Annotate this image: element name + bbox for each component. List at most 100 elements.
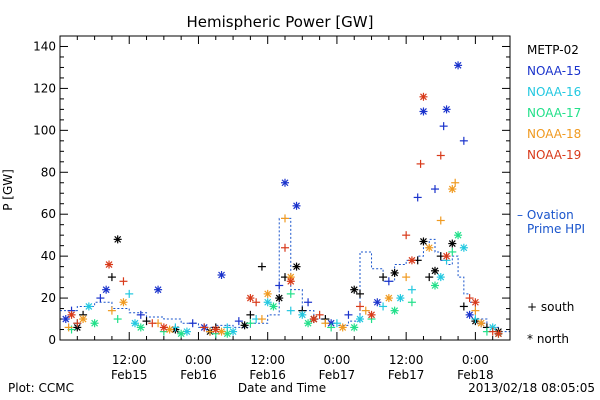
legend-item: NOAA-15 bbox=[527, 64, 581, 78]
south-point bbox=[356, 302, 364, 311]
x-tick-time: 12:00 bbox=[250, 353, 285, 367]
x-tick-time: 12:00 bbox=[112, 353, 147, 367]
y-tick-label: 40 bbox=[41, 249, 56, 263]
legend: METP-02 NOAA-15 NOAA-16 NOAA-17 NOAA-18 NOAA-… bbox=[517, 43, 585, 346]
north-point bbox=[298, 310, 307, 319]
north-point bbox=[240, 321, 249, 330]
south-point bbox=[431, 185, 439, 194]
north-point bbox=[390, 268, 399, 277]
x-axis-label: Date and Time bbox=[238, 381, 326, 395]
north-point bbox=[165, 325, 174, 334]
north-point bbox=[67, 310, 76, 319]
south-point bbox=[407, 285, 416, 294]
satellite-points bbox=[61, 61, 503, 338]
south-point bbox=[439, 122, 448, 131]
south-point bbox=[234, 317, 243, 326]
north-point bbox=[373, 298, 382, 307]
north-point bbox=[217, 271, 226, 280]
north-point bbox=[309, 315, 318, 324]
y-tick-label: 100 bbox=[33, 123, 56, 137]
model-hpi-line bbox=[60, 217, 511, 334]
south-point bbox=[459, 302, 468, 311]
y-axis-label: P [GW] bbox=[1, 169, 15, 211]
north-point bbox=[471, 298, 480, 307]
south-point bbox=[257, 262, 266, 271]
north-point bbox=[448, 239, 457, 248]
north-point bbox=[292, 262, 301, 271]
north-point bbox=[246, 294, 255, 303]
legend-south: + south bbox=[527, 300, 574, 314]
south-point bbox=[465, 294, 474, 303]
legend-model-label-2: Prime HPI bbox=[527, 222, 585, 236]
north-point bbox=[286, 277, 295, 286]
south-point bbox=[206, 327, 214, 336]
north-point bbox=[84, 302, 93, 311]
north-point bbox=[177, 329, 186, 338]
south-point bbox=[281, 214, 289, 223]
south-point bbox=[246, 319, 255, 328]
south-point bbox=[107, 273, 116, 282]
north-point bbox=[494, 329, 503, 338]
south-point bbox=[402, 273, 411, 282]
north-point bbox=[465, 310, 474, 319]
south-point bbox=[200, 323, 209, 332]
south-point bbox=[107, 306, 116, 315]
north-point bbox=[263, 289, 272, 298]
north-point bbox=[281, 178, 289, 187]
north-point bbox=[454, 61, 463, 70]
south-point bbox=[356, 289, 364, 298]
south-point bbox=[142, 317, 151, 326]
south-point bbox=[136, 310, 145, 319]
north-point bbox=[90, 319, 99, 328]
y-tick-label: 20 bbox=[41, 291, 56, 305]
north-point bbox=[442, 252, 451, 261]
south-point bbox=[488, 327, 497, 336]
north-point bbox=[292, 201, 301, 210]
north-point bbox=[136, 323, 145, 332]
north-point bbox=[131, 319, 139, 328]
north-point bbox=[436, 273, 445, 282]
axis-ticks: 02040608010012014012:00Feb150:00Feb1612:… bbox=[33, 35, 511, 382]
south-point bbox=[425, 273, 434, 282]
x-tick-time: 12:00 bbox=[389, 353, 424, 367]
legend-item: NOAA-19 bbox=[527, 148, 581, 162]
north-point bbox=[448, 185, 457, 194]
south-point bbox=[327, 323, 336, 332]
south-point bbox=[407, 298, 416, 307]
south-point bbox=[379, 273, 388, 282]
north-point bbox=[477, 319, 486, 328]
south-point bbox=[321, 319, 330, 328]
north-point bbox=[113, 235, 122, 244]
north-point bbox=[459, 243, 468, 252]
north-point bbox=[119, 298, 128, 307]
south-point bbox=[252, 298, 261, 307]
south-point bbox=[361, 306, 370, 315]
south-point bbox=[413, 193, 422, 202]
north-point bbox=[419, 107, 428, 116]
x-tick-time: 0:00 bbox=[462, 353, 489, 367]
legend-item: NOAA-18 bbox=[527, 127, 581, 141]
south-point bbox=[64, 323, 73, 332]
legend-item: NOAA-17 bbox=[527, 106, 581, 120]
south-point bbox=[125, 289, 134, 298]
north-point bbox=[396, 294, 405, 303]
south-point bbox=[332, 319, 341, 328]
plot-credit: Plot: CCMC bbox=[8, 381, 74, 395]
south-point bbox=[73, 319, 82, 328]
x-tick-day: Feb17 bbox=[319, 368, 356, 382]
south-point bbox=[436, 151, 445, 160]
south-point bbox=[384, 277, 393, 286]
north-point bbox=[367, 310, 376, 319]
x-tick-time: 0:00 bbox=[323, 353, 350, 367]
south-point bbox=[148, 319, 157, 328]
north-point bbox=[384, 294, 393, 303]
south-point bbox=[471, 306, 480, 315]
north-point bbox=[105, 260, 114, 269]
north-point bbox=[390, 306, 399, 315]
x-tick-day: Feb16 bbox=[180, 368, 217, 382]
south-point bbox=[119, 277, 128, 286]
north-point bbox=[154, 285, 163, 294]
south-point bbox=[188, 319, 197, 328]
north-point bbox=[338, 323, 347, 332]
